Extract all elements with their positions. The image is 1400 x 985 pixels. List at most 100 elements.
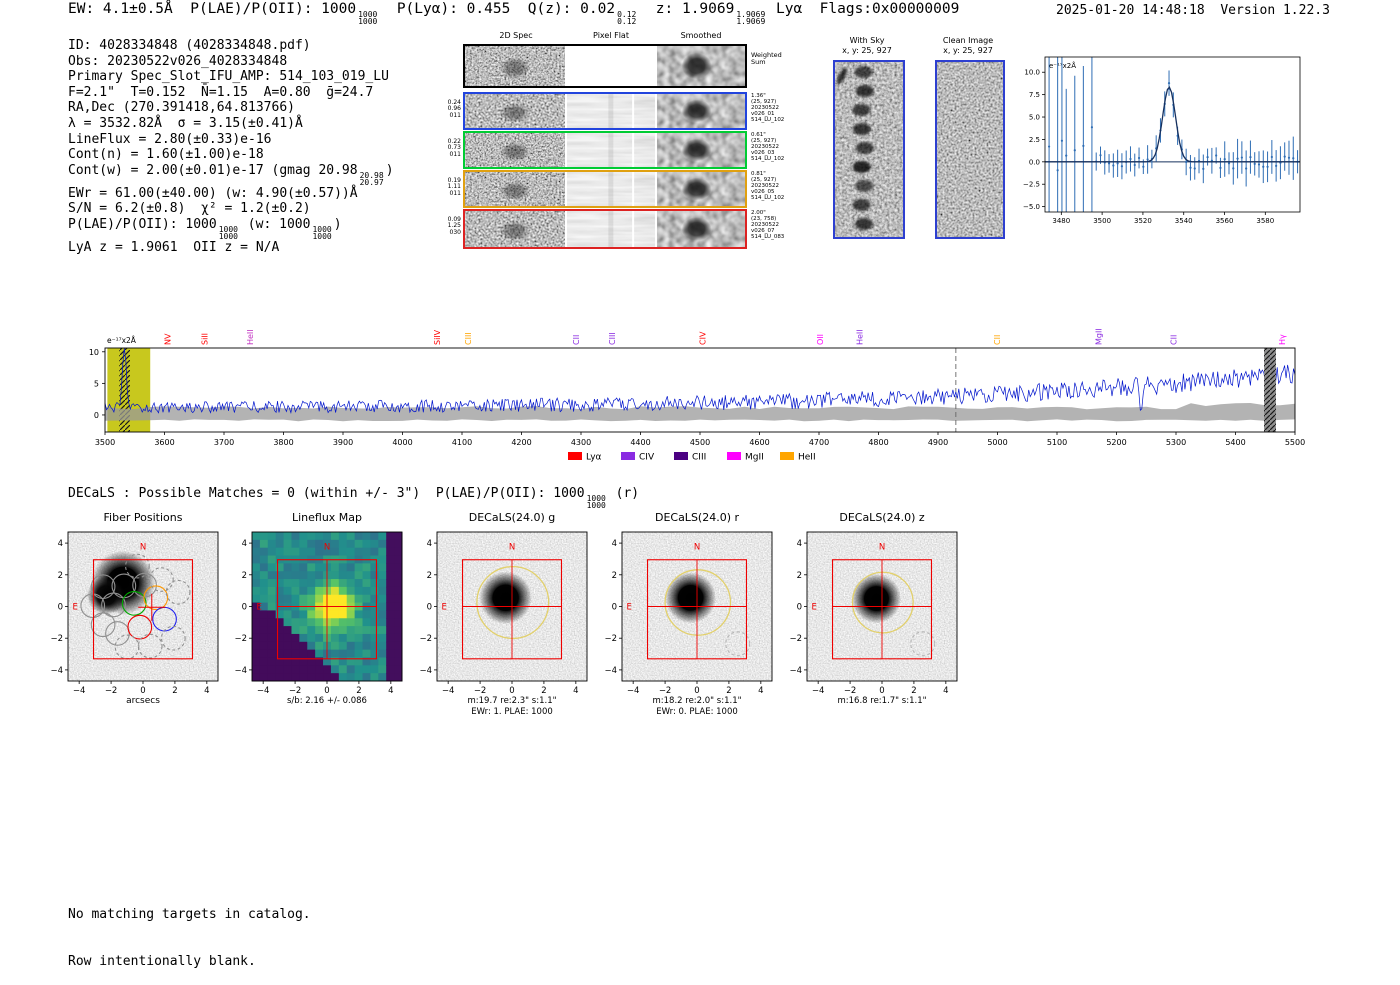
svg-text:E: E	[256, 603, 261, 613]
svg-text:4: 4	[943, 686, 948, 696]
line-fit-zoom-plot: 10.0 7.5 5.0 2.5 0.0 −2.5 −5.0 3480 3500 3520 3540…	[1023, 56, 1301, 225]
svg-text:4000: 4000	[392, 438, 412, 447]
svg-text:N: N	[324, 542, 330, 552]
svg-text:Fiber Positions: Fiber Positions	[104, 511, 183, 524]
svg-text:E: E	[72, 603, 77, 613]
svg-text:3700: 3700	[214, 438, 234, 447]
info-line: LyA z = 1.9061 OII z = N/A	[68, 239, 280, 255]
decals-content	[807, 532, 957, 681]
svg-text:5100: 5100	[1047, 438, 1067, 447]
info-line: F=2.1" T=0.152 N̄=1.15 A=0.80 ḡ=24.7	[68, 84, 374, 100]
info-line: Cont(w) = 2.00(±0.01)e-17 (gmag 20.98 20.…	[68, 162, 394, 187]
clean-title-line2: x, y: 25, 927	[943, 46, 993, 55]
stacked-fraction: 1000 1000	[312, 224, 332, 241]
svg-text:s/b: 2.16 +/- 0.086: s/b: 2.16 +/- 0.086	[287, 696, 367, 706]
svg-text:4100: 4100	[452, 438, 472, 447]
svg-text:0: 0	[94, 411, 99, 420]
svg-text:4500: 4500	[690, 438, 710, 447]
svg-text:0.0: 0.0	[1029, 158, 1040, 166]
info-line: Cont(n) = 1.60(±1.00)e-18	[68, 147, 264, 163]
line-label-HeII: HeII	[855, 329, 864, 345]
info-line: Obs: 20230522v026_4028334848	[68, 53, 288, 69]
full-spectrum-plot: 3500 3600 3700 3800 3900 4000 4100 4200 4300 4400…	[89, 328, 1305, 463]
svg-text:5: 5	[94, 379, 99, 388]
svg-text:EWr: 1. PLAE: 1000: EWr: 1. PLAE: 1000	[471, 707, 553, 717]
withsky-image	[833, 60, 905, 239]
svg-text:−2: −2	[419, 634, 432, 644]
svg-text:4300: 4300	[571, 438, 591, 447]
svg-text:5000: 5000	[987, 438, 1007, 447]
svg-text:MgII: MgII	[745, 453, 764, 463]
line-label-MgII: MgII	[1095, 328, 1104, 345]
spec2d-row-right-label: Weighted Sum	[751, 51, 782, 66]
spec2d-row-right-label: 1.36" (25, 927) 20230522 v026_01 514_LU_102	[751, 93, 785, 123]
col-title-smoothed: Smoothed	[680, 31, 722, 40]
line-label-NV: NV	[163, 333, 172, 345]
svg-text:3900: 3900	[333, 438, 353, 447]
svg-text:N: N	[509, 542, 515, 552]
svg-text:3560: 3560	[1216, 217, 1234, 225]
stacked-fraction: 1000 1000	[586, 494, 606, 510]
fiber-content	[68, 532, 218, 681]
stacked-fraction: 1000 1000	[218, 224, 238, 241]
line-label-SiII: SiII	[200, 333, 209, 345]
svg-text:−2: −2	[604, 634, 617, 644]
svg-text:4: 4	[58, 539, 63, 549]
line-label-CII: CII	[993, 335, 1002, 345]
svg-text:−2: −2	[474, 686, 487, 696]
svg-text:3800: 3800	[273, 438, 293, 447]
line-label-CIII: CIII	[608, 332, 617, 345]
svg-text:4900: 4900	[928, 438, 948, 447]
svg-text:0: 0	[694, 686, 699, 696]
svg-text:4200: 4200	[511, 438, 531, 447]
decals-content	[437, 532, 587, 681]
svg-text:−4: −4	[50, 666, 63, 676]
spec2d-row-right-label: 0.61" (25, 927) 20230522 v026_03 514_LU_102	[751, 132, 785, 162]
footer-line-2: Row intentionally blank.	[68, 953, 256, 969]
timestamp-version: 2025-01-20 14:48:18 Version 1.22.3	[1056, 3, 1330, 18]
line-label-CIV: CIV	[698, 331, 707, 345]
svg-text:2.5: 2.5	[1029, 136, 1040, 144]
info-line: P(LAE)/P(OII): 1000 1000 1000 (w: 1000 1000…	[68, 216, 342, 241]
decals-match-header: DECaLS : Possible Matches = 0 (within +/…	[68, 486, 640, 510]
svg-text:Lineflux Map: Lineflux Map	[292, 511, 362, 524]
svg-text:−5.0: −5.0	[1023, 203, 1040, 211]
svg-text:−2: −2	[659, 686, 672, 696]
svg-text:0: 0	[612, 603, 617, 613]
svg-text:3600: 3600	[154, 438, 174, 447]
svg-text:4600: 4600	[749, 438, 769, 447]
svg-text:EWr: 0. PLAE: 1000: EWr: 0. PLAE: 1000	[656, 707, 738, 717]
svg-text:−4: −4	[442, 686, 455, 696]
svg-text:3580: 3580	[1256, 217, 1274, 225]
svg-text:5400: 5400	[1225, 438, 1245, 447]
svg-text:4: 4	[797, 539, 802, 549]
spec2d-row-1	[463, 92, 747, 130]
svg-text:0: 0	[58, 603, 63, 613]
svg-text:−4: −4	[789, 666, 802, 676]
clean-title-line1: Clean Image	[942, 36, 994, 45]
svg-text:0: 0	[242, 603, 247, 613]
detection-info-block: ID: 4028334848 (4028334848.pdf) Obs: 2023…	[68, 38, 394, 256]
clean-title: Clean Image x, y: 25, 927	[943, 36, 993, 56]
spec2d-row-3	[463, 170, 747, 208]
svg-text:2: 2	[541, 686, 546, 696]
withsky-title-line2: x, y: 25, 927	[842, 46, 892, 55]
spec2d-row-0	[463, 44, 747, 88]
line-label-CII: CII	[1170, 335, 1179, 345]
svg-text:4: 4	[573, 686, 578, 696]
svg-text:2: 2	[726, 686, 731, 696]
svg-text:0: 0	[509, 686, 514, 696]
svg-text:0: 0	[427, 603, 432, 613]
svg-text:10: 10	[89, 348, 99, 357]
spec2d-row-left-label: 0.19 1.11 011	[447, 177, 461, 197]
svg-text:5200: 5200	[1106, 438, 1126, 447]
svg-text:−4: −4	[627, 686, 640, 696]
svg-text:0: 0	[797, 603, 802, 613]
svg-text:DECaLS(24.0) g: DECaLS(24.0) g	[469, 511, 556, 524]
svg-text:4: 4	[612, 539, 617, 549]
svg-text:4800: 4800	[868, 438, 888, 447]
stacked-fraction: 20.98 20.97	[359, 170, 384, 187]
svg-text:5500: 5500	[1285, 438, 1305, 447]
svg-text:5300: 5300	[1166, 438, 1186, 447]
summary-header: EW: 4.1±0.5Å P(LAE)/P(OII): 1000 1000 1000…	[68, 1, 960, 26]
